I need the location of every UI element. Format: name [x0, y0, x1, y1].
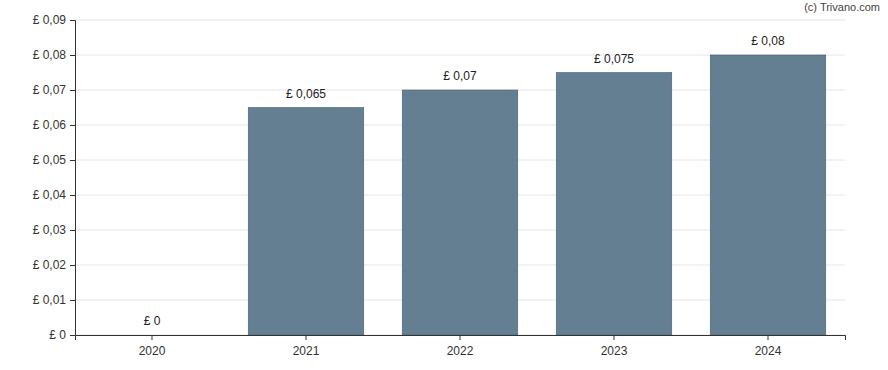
y-tick-label: £ 0,04: [33, 188, 67, 202]
y-tick-mark: [70, 300, 75, 301]
y-tick-mark: [70, 335, 75, 336]
grid: [75, 20, 845, 335]
y-tick-label: £ 0,07: [33, 83, 67, 97]
y-tick-mark: [70, 125, 75, 126]
y-tick: £ 0,07: [33, 83, 75, 97]
x-tick-label: 2024: [755, 344, 782, 358]
x-tick: 2024: [755, 335, 782, 358]
bars: [248, 55, 826, 335]
y-tick: £ 0,02: [33, 258, 75, 272]
x-tick-label: 2022: [447, 344, 474, 358]
y-axis-line: [70, 21, 76, 336]
y-tick: £ 0,03: [33, 223, 75, 237]
y-tick-mark: [70, 195, 75, 196]
x-tick: 2021: [293, 335, 320, 358]
bar: [710, 55, 826, 335]
y-tick-label: £ 0,08: [33, 48, 67, 62]
y-tick: £ 0,01: [33, 293, 75, 307]
y-tick: £ 0,08: [33, 48, 75, 62]
x-axis-line: [76, 336, 846, 341]
y-tick-mark: [70, 160, 75, 161]
annotation: (c) Trivano.com: [804, 1, 880, 13]
x-tick-label: 2023: [601, 344, 628, 358]
x-tick: 2022: [447, 335, 474, 358]
chart: £ 0 £ 0,01 £ 0,02 £ 0,03 £ 0,04 £ 0,05 £ 0,06 £…: [0, 0, 888, 370]
y-tick-mark: [70, 55, 75, 56]
y-tick-label: £ 0,01: [33, 293, 67, 307]
x-tick-mark: [614, 335, 615, 340]
data-label: £ 0,07: [443, 69, 477, 83]
y-tick-label: £ 0,06: [33, 118, 67, 132]
plot: £ 0 £ 0,01 £ 0,02 £ 0,03 £ 0,04 £ 0,05 £ 0,06 £…: [33, 13, 846, 357]
x-tick-mark: [306, 335, 307, 340]
y-tick-mark: [70, 265, 75, 266]
data-label: £ 0,08: [751, 34, 785, 48]
x-tick-mark: [152, 335, 153, 340]
bar: [94, 335, 210, 336]
data-label: £ 0,065: [286, 87, 326, 101]
bar: [556, 73, 672, 336]
x-tick: 2020: [139, 335, 166, 358]
y-tick-mark: [70, 230, 75, 231]
y-tick: £ 0,06: [33, 118, 75, 132]
x-tick-mark: [768, 335, 769, 340]
y-tick: £ 0,09: [33, 13, 75, 27]
bar: [248, 108, 364, 336]
y-tick-label: £ 0,03: [33, 223, 67, 237]
y-axis: £ 0 £ 0,01 £ 0,02 £ 0,03 £ 0,04 £ 0,05 £ 0,06 £…: [33, 13, 76, 342]
x-tick-mark: [460, 335, 461, 340]
y-tick-label: £ 0,05: [33, 153, 67, 167]
x-tick: 2023: [601, 335, 628, 358]
data-labels: £ 0 £ 0,065 £ 0,07 £ 0,075 £ 0,08: [144, 34, 785, 328]
bar: [402, 90, 518, 335]
y-tick-label: £ 0,09: [33, 13, 67, 27]
data-label: £ 0: [144, 314, 161, 328]
y-tick-label: £ 0,02: [33, 258, 67, 272]
data-label: £ 0,075: [594, 52, 634, 66]
x-tick-label: 2021: [293, 344, 320, 358]
y-tick: £ 0,04: [33, 188, 75, 202]
y-tick: £ 0: [49, 328, 75, 342]
y-tick-mark: [70, 90, 75, 91]
grid-line: [75, 20, 845, 21]
y-tick-label: £ 0: [49, 328, 66, 342]
x-axis: 2020 2021 2022 2023 2024: [76, 335, 846, 358]
x-tick-label: 2020: [139, 344, 166, 358]
y-tick-mark: [70, 20, 75, 21]
y-tick: £ 0,05: [33, 153, 75, 167]
